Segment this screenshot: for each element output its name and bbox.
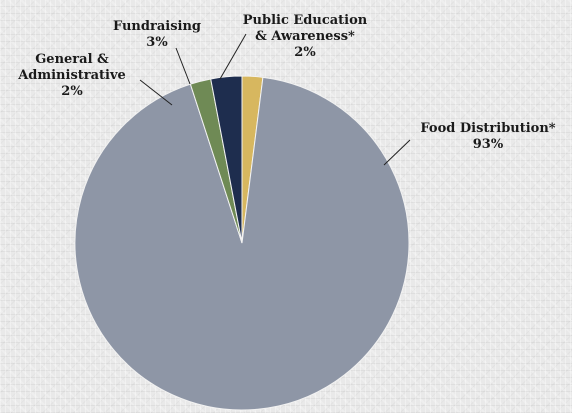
leader-line-fundraising [175,47,191,85]
data-label-general-administrative: General & Administrative 2% [17,52,126,99]
leader-line-general-administrative [139,79,173,106]
leader-line-public-education-awareness [219,33,247,80]
leader-lines [139,33,411,166]
data-label-fundraising: Fundraising 3% [113,19,201,50]
data-label-public-education-awareness: Public Education & Awareness* 2% [243,13,368,60]
slice-labels: Food Distribution* 93% General & Administra… [17,13,556,152]
pie-slices [74,75,410,411]
leader-line-food-distribution [383,139,411,166]
data-label-food-distribution: Food Distribution* 93% [420,121,555,152]
pie-slice-food-distribution [74,76,410,411]
pie-slice-fundraising [210,75,243,244]
